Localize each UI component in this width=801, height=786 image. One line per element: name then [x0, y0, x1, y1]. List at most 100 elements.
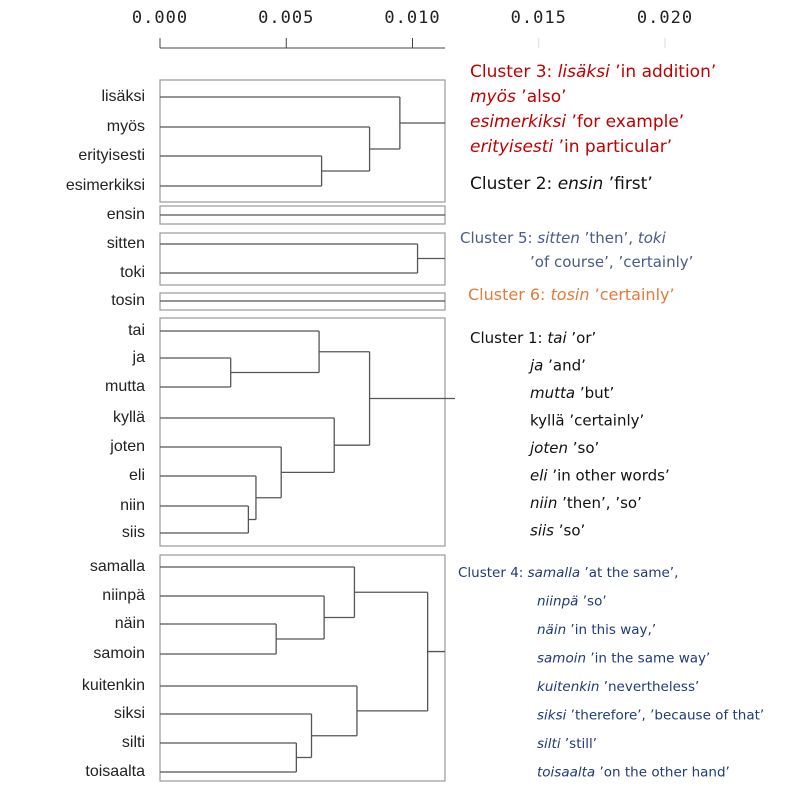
annotation-text: ’therefore’, ’because of that’	[566, 708, 764, 724]
leaf-label: samalla	[90, 558, 145, 575]
annotation-text: Cluster 3:	[470, 62, 558, 82]
annotation-text: niinpä	[537, 594, 578, 610]
annotation-line: ja ’and’	[528, 356, 586, 374]
annotation-text: siksi	[537, 708, 567, 724]
annotation-text: ’then’,	[580, 229, 638, 247]
annotation-line: esimerkiksi ’for example’	[470, 112, 684, 132]
leaf-label: ja	[132, 349, 146, 366]
annotation-line: Cluster 3: lisäksi ’in addition’	[470, 62, 716, 82]
annotation-text: ’in other words’	[548, 466, 670, 484]
annotation-text: silti	[537, 736, 561, 752]
annotation-text: ’at the same’,	[580, 565, 678, 581]
annotation-line: silti ’still’	[537, 736, 597, 752]
annotation-text: ja	[528, 356, 543, 374]
leaf-label: näin	[115, 615, 145, 632]
annotation-text: ’certainly’	[590, 285, 675, 304]
annotation-line: siis ’so’	[530, 521, 585, 539]
annotation-text: ’nevertheless’	[599, 679, 699, 695]
leaf-label: silti	[122, 734, 145, 751]
annotation-text: ’on the other hand’	[595, 765, 730, 781]
x-tick-label: 0.005	[258, 8, 314, 28]
leaf-label: niinpä	[102, 587, 145, 604]
annotation-text: Cluster 5:	[460, 229, 537, 247]
leaf-label: kuitenkin	[82, 677, 145, 694]
annotation-text: lisäksi	[558, 62, 610, 82]
leaf-label: ensin	[107, 206, 145, 223]
annotation-line: kuitenkin ’nevertheless’	[537, 679, 699, 695]
leaf-label: siis	[122, 524, 145, 541]
annotation-line: niinpä ’so’	[537, 594, 607, 610]
annotation-line: ’of course’, ’certainly’	[530, 253, 693, 271]
leaf-label: siksi	[114, 705, 145, 722]
annotation-text: eli	[530, 466, 548, 484]
cluster-panel	[159, 317, 446, 547]
annotation-line: myös ’also’	[470, 87, 567, 107]
leaf-label: eli	[129, 467, 145, 484]
annotation-text: ’still’	[561, 736, 597, 752]
leaf-label: tosin	[111, 292, 145, 309]
annotation-text: toki	[638, 229, 667, 247]
annotation-text: toisaalta	[537, 765, 595, 781]
annotation-text: ’in the same way’	[586, 651, 710, 667]
annotation-line: joten ’so’	[528, 439, 599, 457]
annotation-line: kyllä ’certainly’	[530, 411, 644, 429]
annotation-text: tai	[547, 329, 567, 347]
cluster-panel	[159, 79, 446, 203]
leaf-label: sitten	[107, 235, 145, 252]
leaf-label: joten	[109, 438, 145, 455]
leaf-label: niin	[120, 497, 145, 514]
annotation-text: kyllä ’certainly’	[530, 411, 644, 429]
leaf-label: toisaalta	[85, 763, 145, 780]
annotation-text: ’of course’, ’certainly’	[530, 253, 693, 271]
leaf-label: esimerkiksi	[66, 177, 145, 194]
x-tick-label: 0.010	[384, 8, 440, 28]
annotation-text: ’first’	[603, 174, 652, 194]
annotation-text: ’and’	[543, 356, 586, 374]
annotation-line: siksi ’therefore’, ’because of that’	[537, 708, 764, 724]
leaf-label: mutta	[105, 378, 145, 395]
leaf-label: kyllä	[113, 409, 145, 426]
annotation-text: ’in addition’	[610, 62, 716, 82]
annotation-line: toisaalta ’on the other hand’	[537, 765, 730, 781]
x-tick-label: 0.000	[132, 8, 188, 28]
annotation-text: tosin	[551, 285, 590, 304]
annotation-text: Cluster 6:	[468, 285, 551, 304]
annotation-line: eli ’in other words’	[530, 466, 670, 484]
x-tick-label: 0.015	[511, 8, 567, 28]
annotation-line: Cluster 6: tosin ’certainly’	[468, 285, 675, 304]
annotation-line: niin ’then’, ’so’	[530, 494, 642, 512]
annotation-text: ’so’	[554, 521, 585, 539]
leaf-label: toki	[120, 264, 145, 281]
annotation-text: ’so’	[568, 439, 599, 457]
annotation-line: samoin ’in the same way’	[537, 651, 710, 667]
annotation-text: ’in this way,’	[566, 622, 656, 638]
annotation-text: siis	[530, 521, 554, 539]
cluster-panel	[159, 554, 446, 782]
annotation-text: joten	[528, 439, 568, 457]
cluster-panel	[159, 232, 446, 286]
annotation-text: ensin	[558, 174, 604, 194]
annotation-line: Cluster 2: ensin ’first’	[470, 174, 653, 194]
annotation-text: ’in particular’	[553, 137, 672, 157]
annotation-text: näin	[537, 622, 566, 638]
annotation-text: ’but’	[575, 384, 614, 402]
annotation-text: Cluster 1:	[470, 329, 547, 347]
annotation-text: erityisesti	[470, 137, 553, 157]
annotation-text: mutta	[530, 384, 575, 402]
annotation-text: samalla	[528, 565, 581, 581]
annotation-text: samoin	[537, 651, 586, 667]
annotation-text: Cluster 2:	[470, 174, 558, 194]
leaf-label: samoin	[93, 645, 145, 662]
leaf-label: myös	[107, 118, 145, 135]
annotation-text: kuitenkin	[537, 679, 599, 695]
annotation-text: ’so’	[578, 594, 606, 610]
annotation-line: mutta ’but’	[530, 384, 614, 402]
annotation-line: näin ’in this way,’	[537, 622, 656, 638]
annotation-line: Cluster 1: tai ’or’	[470, 329, 596, 347]
annotation-text: niin	[530, 494, 557, 512]
annotation-text: sitten	[537, 229, 579, 247]
annotation-line: Cluster 5: sitten ’then’, toki	[460, 229, 667, 247]
annotation-text: myös	[470, 87, 516, 107]
leaf-label: lisäksi	[101, 88, 145, 105]
